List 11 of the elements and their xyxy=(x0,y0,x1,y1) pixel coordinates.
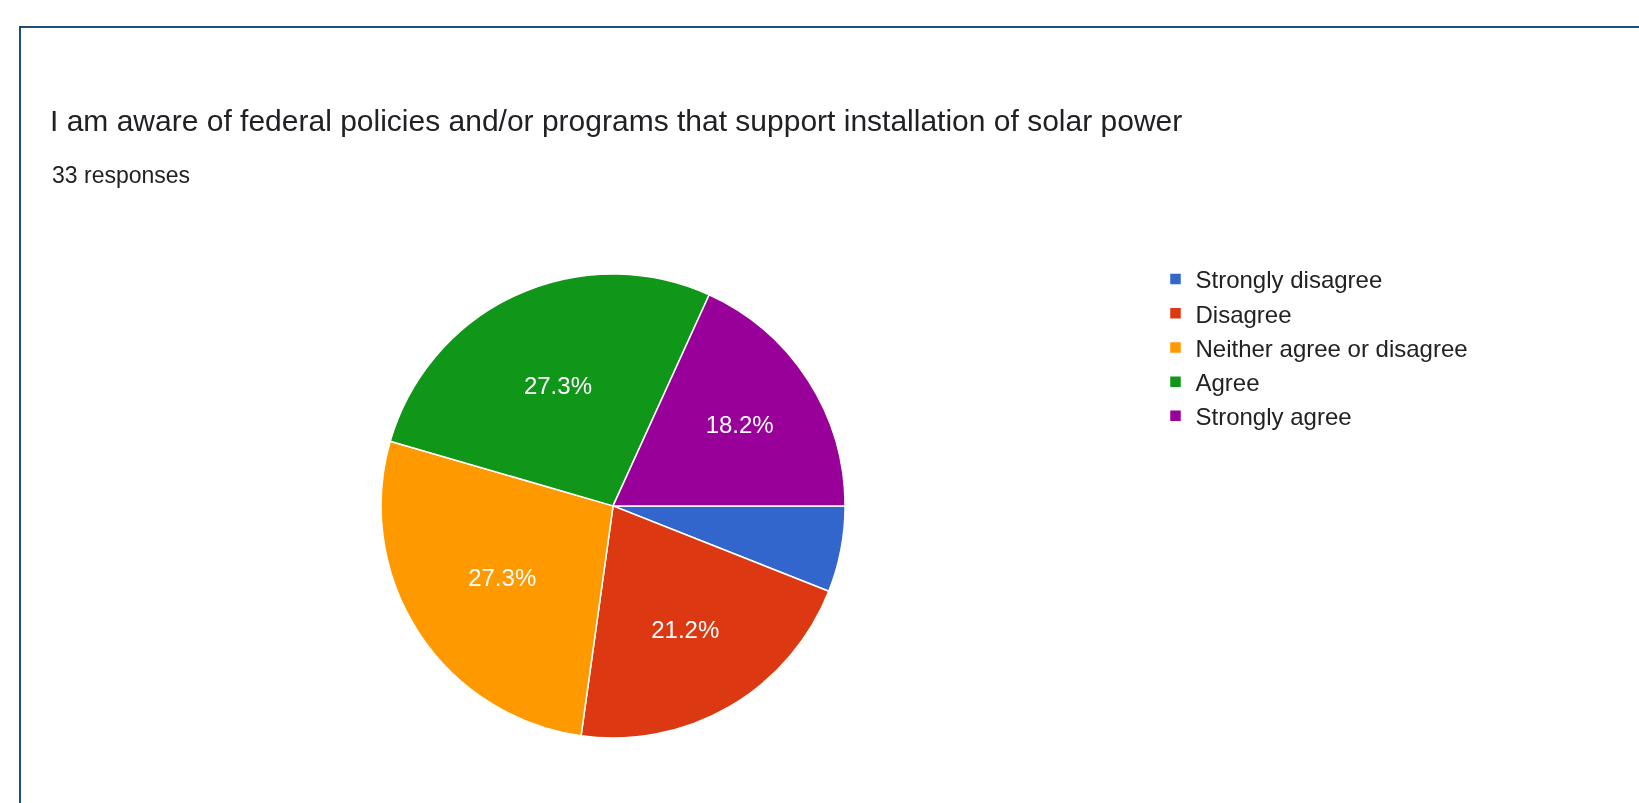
legend-label: Strongly agree xyxy=(1195,403,1352,431)
data-label: 18.2% xyxy=(705,410,774,438)
data-label: 27.3% xyxy=(468,564,537,592)
legend-label: Strongly disagree xyxy=(1195,266,1383,294)
legend-label: Disagree xyxy=(1195,300,1292,328)
legend-label: Agree xyxy=(1195,369,1260,397)
legend-label: Neither agree or disagree xyxy=(1195,334,1468,362)
data-label: 21.2% xyxy=(651,616,720,644)
data-label: 27.3% xyxy=(523,372,592,400)
text: 33 responses xyxy=(52,162,191,188)
chart-title: I am aware of federal policies and/or programs that support installation of solar power xyxy=(50,103,1183,137)
